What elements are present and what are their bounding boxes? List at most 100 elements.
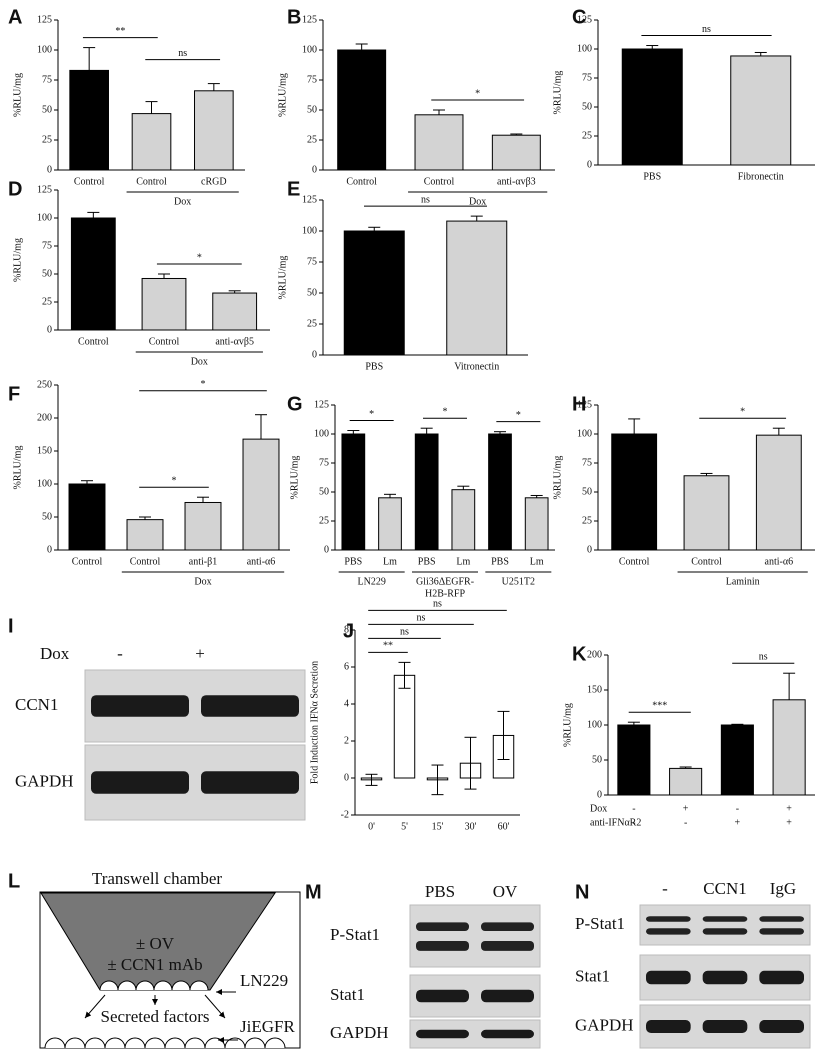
x-tick-label: Lm [456, 556, 470, 567]
y-tick-label: 0 [47, 324, 52, 335]
y-tick-label: 25 [307, 134, 317, 145]
band [91, 695, 189, 717]
group-label: H2B-RFP [425, 588, 465, 599]
x-tick-label: PBS [344, 556, 362, 567]
band [416, 922, 469, 932]
bar [343, 230, 405, 356]
y-tick-label: 50 [307, 287, 317, 298]
y-tick-label: 125 [577, 399, 592, 410]
y-tick-label: 25 [582, 130, 592, 141]
significance-label: * [172, 475, 177, 486]
y-tick-label: 125 [314, 399, 329, 410]
row-label: GAPDH [575, 1015, 634, 1034]
cell-label: JiEGFR [240, 1017, 295, 1036]
bar [669, 767, 703, 796]
x-tick-label: Control [74, 176, 105, 187]
y-tick-label: 50 [42, 104, 52, 115]
y-tick-label: 200 [37, 412, 52, 423]
panel-letter: A [8, 6, 22, 28]
y-tick-label: 125 [577, 14, 592, 25]
y-tick-label: 100 [302, 44, 317, 55]
bar-chart: H %RLU/mg 0 25 50 75 100 125 Control Control anti-… [552, 393, 815, 587]
y-tick-label: 100 [577, 428, 592, 439]
band [481, 940, 534, 951]
y-axis-label: %RLU/mg [289, 456, 300, 500]
band [702, 1020, 748, 1033]
bar [126, 519, 164, 551]
lane-label: + [195, 644, 205, 663]
treatment: ± CCN1 mAb [107, 955, 202, 974]
band [481, 922, 534, 932]
bar [720, 724, 754, 796]
y-axis-label: %RLU/mg [552, 456, 563, 500]
band [646, 970, 691, 985]
x-tick-label: Control [691, 556, 722, 567]
significance-label: * [516, 410, 521, 421]
significance-label: ns [702, 24, 711, 35]
x-tick-label: 5' [401, 821, 408, 832]
bar [488, 433, 512, 551]
x-tick-label: PBS [491, 556, 509, 567]
treatment: ± OV [136, 934, 175, 953]
table-cell: - [632, 817, 635, 828]
x-tick-label: PBS [365, 361, 383, 372]
significance-label: * [197, 252, 202, 263]
y-tick-label: 75 [42, 74, 52, 85]
y-tick-label: 50 [319, 486, 329, 497]
bar [242, 438, 280, 551]
panel-letter: B [287, 6, 301, 28]
lane-label: - [117, 644, 123, 663]
band [416, 989, 469, 1003]
y-tick-label: 0 [587, 159, 592, 170]
y-tick-label: 75 [319, 457, 329, 468]
bar-chart: E %RLU/mg 0 25 50 75 100 125 PBS Vitronectin ns [277, 178, 528, 372]
bar-chart: J Fold Induction IFNα Secretion -2 0 2 4 6 8 0' 5… [309, 599, 520, 832]
blot-header: Dox [40, 644, 70, 663]
row-label: P-Stat1 [575, 914, 625, 933]
group-label: LN229 [357, 576, 385, 587]
significance-label: ns [759, 651, 768, 662]
y-tick-label: 75 [582, 457, 592, 468]
y-tick-label: 25 [319, 515, 329, 526]
row-label: P-Stat1 [330, 925, 380, 944]
group-label: U251T2 [502, 576, 535, 587]
lane-label: IgG [770, 879, 796, 898]
y-tick-label: 0 [312, 349, 317, 360]
significance-label: * [443, 406, 448, 417]
bar [68, 483, 106, 551]
row-label: GAPDH [15, 771, 74, 790]
lane-label: - [662, 879, 668, 898]
significance-label: *** [652, 700, 667, 711]
y-tick-label: 125 [37, 184, 52, 195]
panel-letter: D [8, 178, 22, 200]
y-axis-label: %RLU/mg [12, 73, 23, 117]
band [759, 928, 804, 935]
band [91, 771, 189, 794]
y-axis-label: %RLU/mg [277, 256, 288, 300]
y-tick-label: 150 [587, 684, 602, 695]
x-tick-label: Control [78, 336, 109, 347]
x-tick-label: Vitronectin [454, 361, 499, 372]
y-tick-label: 0 [47, 544, 52, 555]
row-label: Stat1 [330, 985, 365, 1004]
y-tick-label: 25 [582, 515, 592, 526]
table-cell: - [736, 803, 739, 814]
y-tick-label: 75 [42, 240, 52, 251]
table-row-label: anti-IFNαR2 [590, 817, 641, 828]
band [646, 916, 691, 922]
band [759, 970, 804, 985]
bar-chart: G %RLU/mg 0 25 50 75 100 125 PBS Lm PBS Lm PBS Lm LN22… [287, 393, 555, 599]
y-tick-label: 200 [587, 649, 602, 660]
bar [414, 114, 464, 171]
y-tick-label: 25 [42, 134, 52, 145]
y-tick-label: 75 [307, 74, 317, 85]
band [481, 1029, 534, 1039]
x-tick-label: cRGD [201, 176, 227, 187]
band [416, 1029, 469, 1039]
y-tick-label: 50 [582, 101, 592, 112]
x-tick-label: Control [130, 556, 161, 567]
panel-letter: G [287, 393, 303, 415]
insert [40, 892, 276, 991]
x-tick-label: Control [149, 336, 180, 347]
